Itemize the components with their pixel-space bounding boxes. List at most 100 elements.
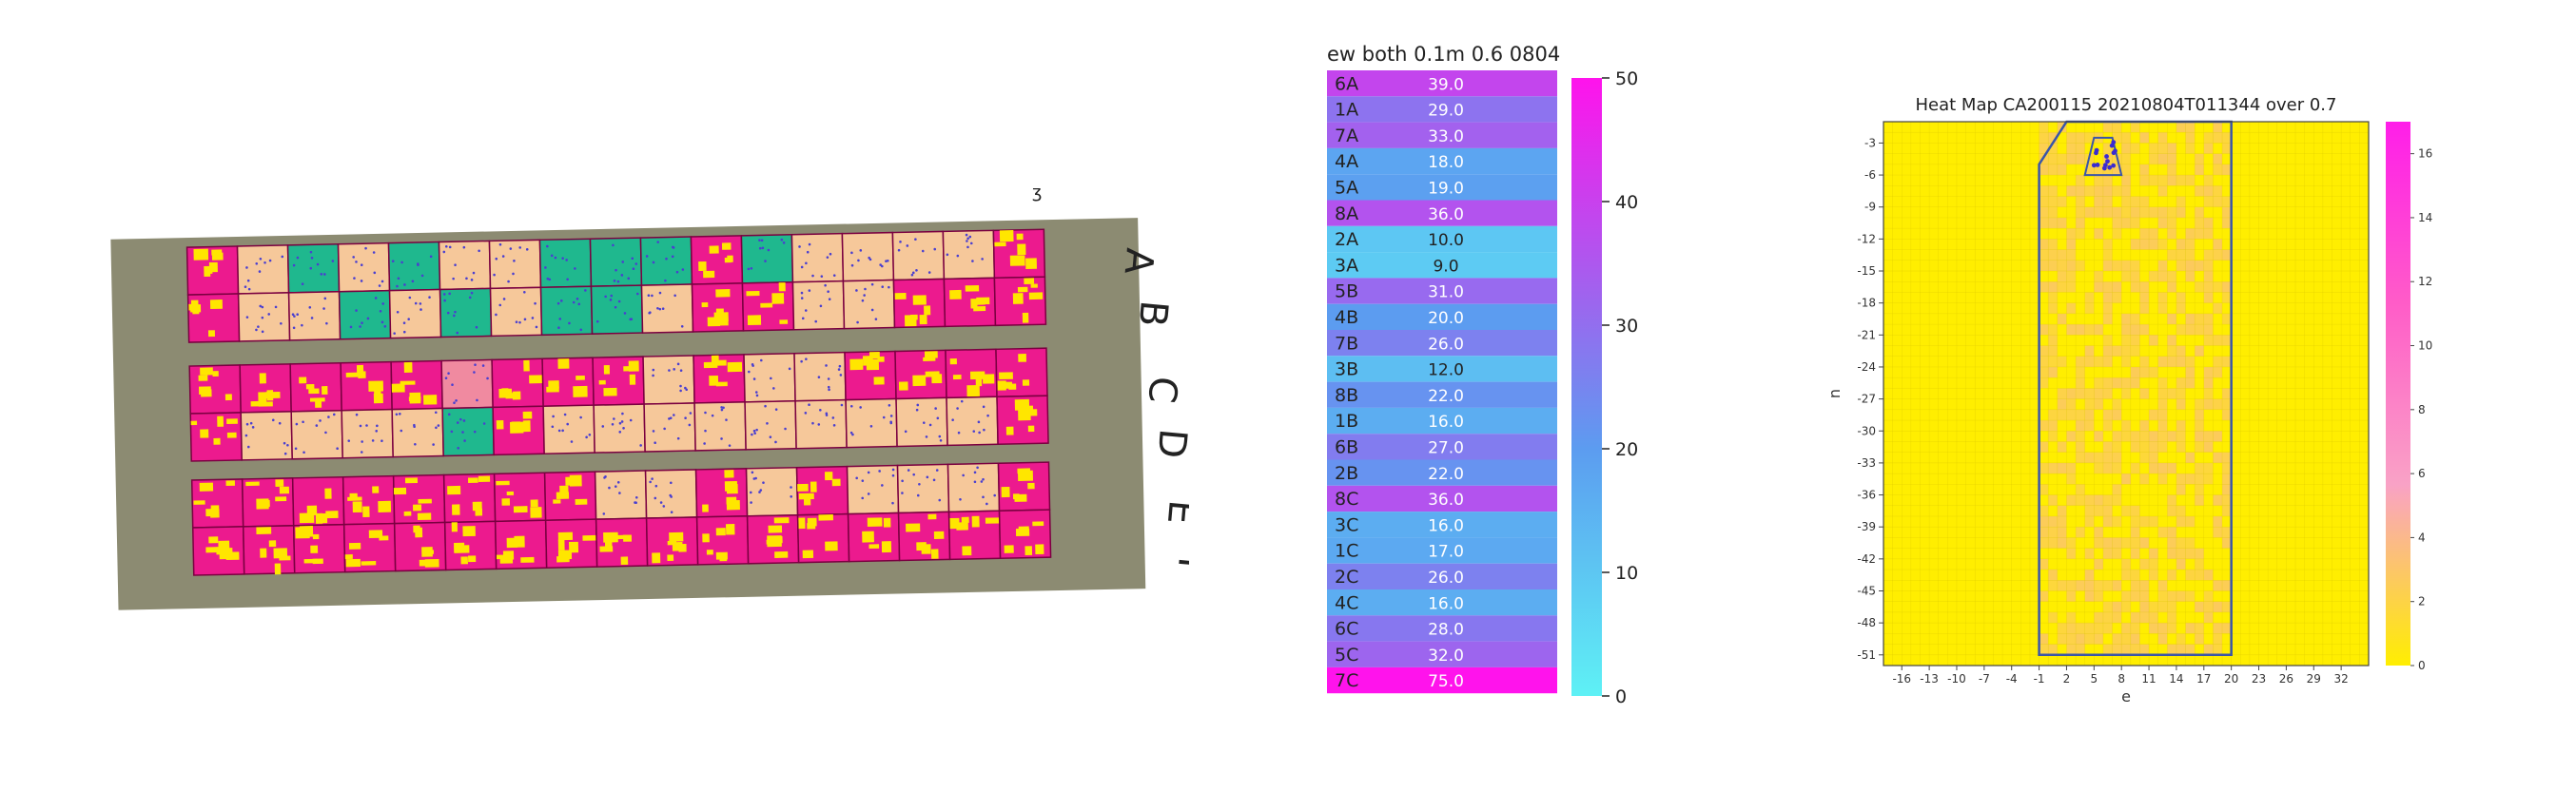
plot-blue-dot <box>301 282 304 285</box>
x-tick-label: -7 <box>1979 672 1990 686</box>
plot-blue-dot <box>759 489 763 492</box>
plot-blue-dot <box>722 406 725 410</box>
heatmap-cell <box>2112 206 2122 218</box>
x-tick-label: -4 <box>2006 672 2018 686</box>
heatmap-cell <box>2167 570 2176 581</box>
plot-blue-dot <box>557 326 560 329</box>
plot-blue-dot <box>246 445 250 449</box>
plot-blue-dot <box>546 244 549 248</box>
heatmap-cell <box>2066 431 2077 442</box>
plot-blue-dot <box>373 271 377 275</box>
x-tick-label: 11 <box>2141 672 2156 686</box>
heatmap-cell <box>2149 623 2158 634</box>
heatmap-cell <box>2149 441 2158 453</box>
heatmap-cell <box>2167 206 2176 218</box>
plot-cell <box>891 230 946 281</box>
heatmap-cell <box>2185 249 2195 261</box>
heatmap-cell <box>2039 122 2049 133</box>
plot-blue-dot <box>849 431 853 435</box>
plot-blue-dot <box>570 440 574 443</box>
heatmap-cell <box>2139 196 2150 207</box>
heatmap-cell <box>2195 153 2204 164</box>
plot-yellow-patch <box>299 512 315 524</box>
heatmap-cell <box>2076 452 2085 463</box>
heatmap-cell <box>2094 175 2103 186</box>
plot-blue-dot <box>454 310 457 314</box>
plot-blue-dot <box>634 501 637 505</box>
plot-blue-dot <box>417 263 420 267</box>
heatmap-cell <box>2167 281 2176 293</box>
plot-blue-dot <box>870 282 874 286</box>
plot-yellow-patch <box>652 552 661 564</box>
plot-blue-dot <box>827 290 829 294</box>
heatmap-cell <box>2157 271 2168 282</box>
plot-blue-dot <box>704 411 707 415</box>
heatmap-cell <box>2130 623 2140 634</box>
heatmap-cell <box>2195 633 2204 645</box>
plot-cell <box>841 231 895 282</box>
heatmap-cell <box>2102 611 2113 624</box>
plot-yellow-patch <box>952 375 962 380</box>
plot-blue-dot <box>679 369 683 372</box>
plot-yellow-patch <box>306 505 318 516</box>
heatmap-cell <box>2084 185 2095 197</box>
x-tick-label: -13 <box>1920 672 1939 686</box>
plot-blue-dot <box>652 374 654 377</box>
table-cell-bg <box>1327 641 1557 667</box>
plot-yellow-patch <box>724 257 732 263</box>
table-plot-label: 2A <box>1335 229 1358 250</box>
plot-blue-dot <box>462 245 466 249</box>
plot-yellow-patch <box>721 242 732 250</box>
heatmap-cell <box>2112 548 2122 559</box>
plot-blue-dot <box>982 495 985 499</box>
heatmap-cell <box>2222 409 2232 421</box>
plot-yellow-patch <box>1017 470 1034 481</box>
plot-blue-dot <box>788 367 791 371</box>
plot-blue-dot <box>817 423 821 426</box>
heatmap-cell <box>2203 398 2214 410</box>
heatmap-cell <box>2195 484 2204 495</box>
heatmap-cell <box>2185 515 2195 528</box>
plot-blue-dot <box>959 497 962 501</box>
plot-yellow-patch <box>372 486 380 493</box>
plot-blue-dot <box>798 245 801 248</box>
plot-yellow-patch <box>312 533 320 540</box>
plot-yellow-patch <box>268 540 277 548</box>
plot-yellow-patch <box>263 499 270 508</box>
plot-blue-dot <box>442 250 446 254</box>
heatmap-cell <box>2157 260 2168 272</box>
plot-yellow-patch <box>208 536 219 544</box>
plot-blue-dot <box>523 318 527 321</box>
plot-yellow-patch <box>530 507 542 518</box>
plot-blue-dot <box>602 512 606 515</box>
plot-blue-dot <box>832 274 836 277</box>
heatmap-cell <box>2057 515 2067 528</box>
plot-blue-dot <box>327 415 330 418</box>
plot-blue-dot <box>295 422 299 426</box>
heatmap-cell <box>2222 601 2232 612</box>
plot-blue-dot <box>393 332 396 335</box>
heatmap-cell <box>2102 505 2113 516</box>
plot-blue-dot <box>665 257 668 261</box>
heatmap-cell <box>2112 452 2122 463</box>
plot-yellow-patch <box>218 540 230 551</box>
table-value: 12.0 <box>1428 361 1464 380</box>
heatmap-cell <box>2130 462 2140 474</box>
plot-blue-dot <box>507 280 510 283</box>
heatmap-cell <box>2203 260 2214 272</box>
heatmap-cell <box>2066 590 2077 602</box>
heatmap-cell <box>2139 164 2150 176</box>
heatmap-cell <box>2084 206 2095 218</box>
heatmap-cell <box>2112 185 2122 197</box>
plot-yellow-patch <box>779 319 789 324</box>
heatmap-cell <box>2167 335 2176 346</box>
plot-blue-dot <box>432 443 435 446</box>
plot-yellow-patch <box>447 485 461 495</box>
heatmap-cell <box>2139 206 2150 218</box>
plot-yellow-patch <box>925 371 940 377</box>
plot-yellow-patch <box>193 248 209 261</box>
heatmap-cell <box>2112 398 2122 410</box>
plot-value-table: ew both 0.1m 0.6 0804 6A 39.0 1A 29.0 7A 33.0 4… <box>1322 38 1684 707</box>
plot-blue-dot <box>648 311 651 315</box>
plot-yellow-patch <box>1027 482 1035 490</box>
